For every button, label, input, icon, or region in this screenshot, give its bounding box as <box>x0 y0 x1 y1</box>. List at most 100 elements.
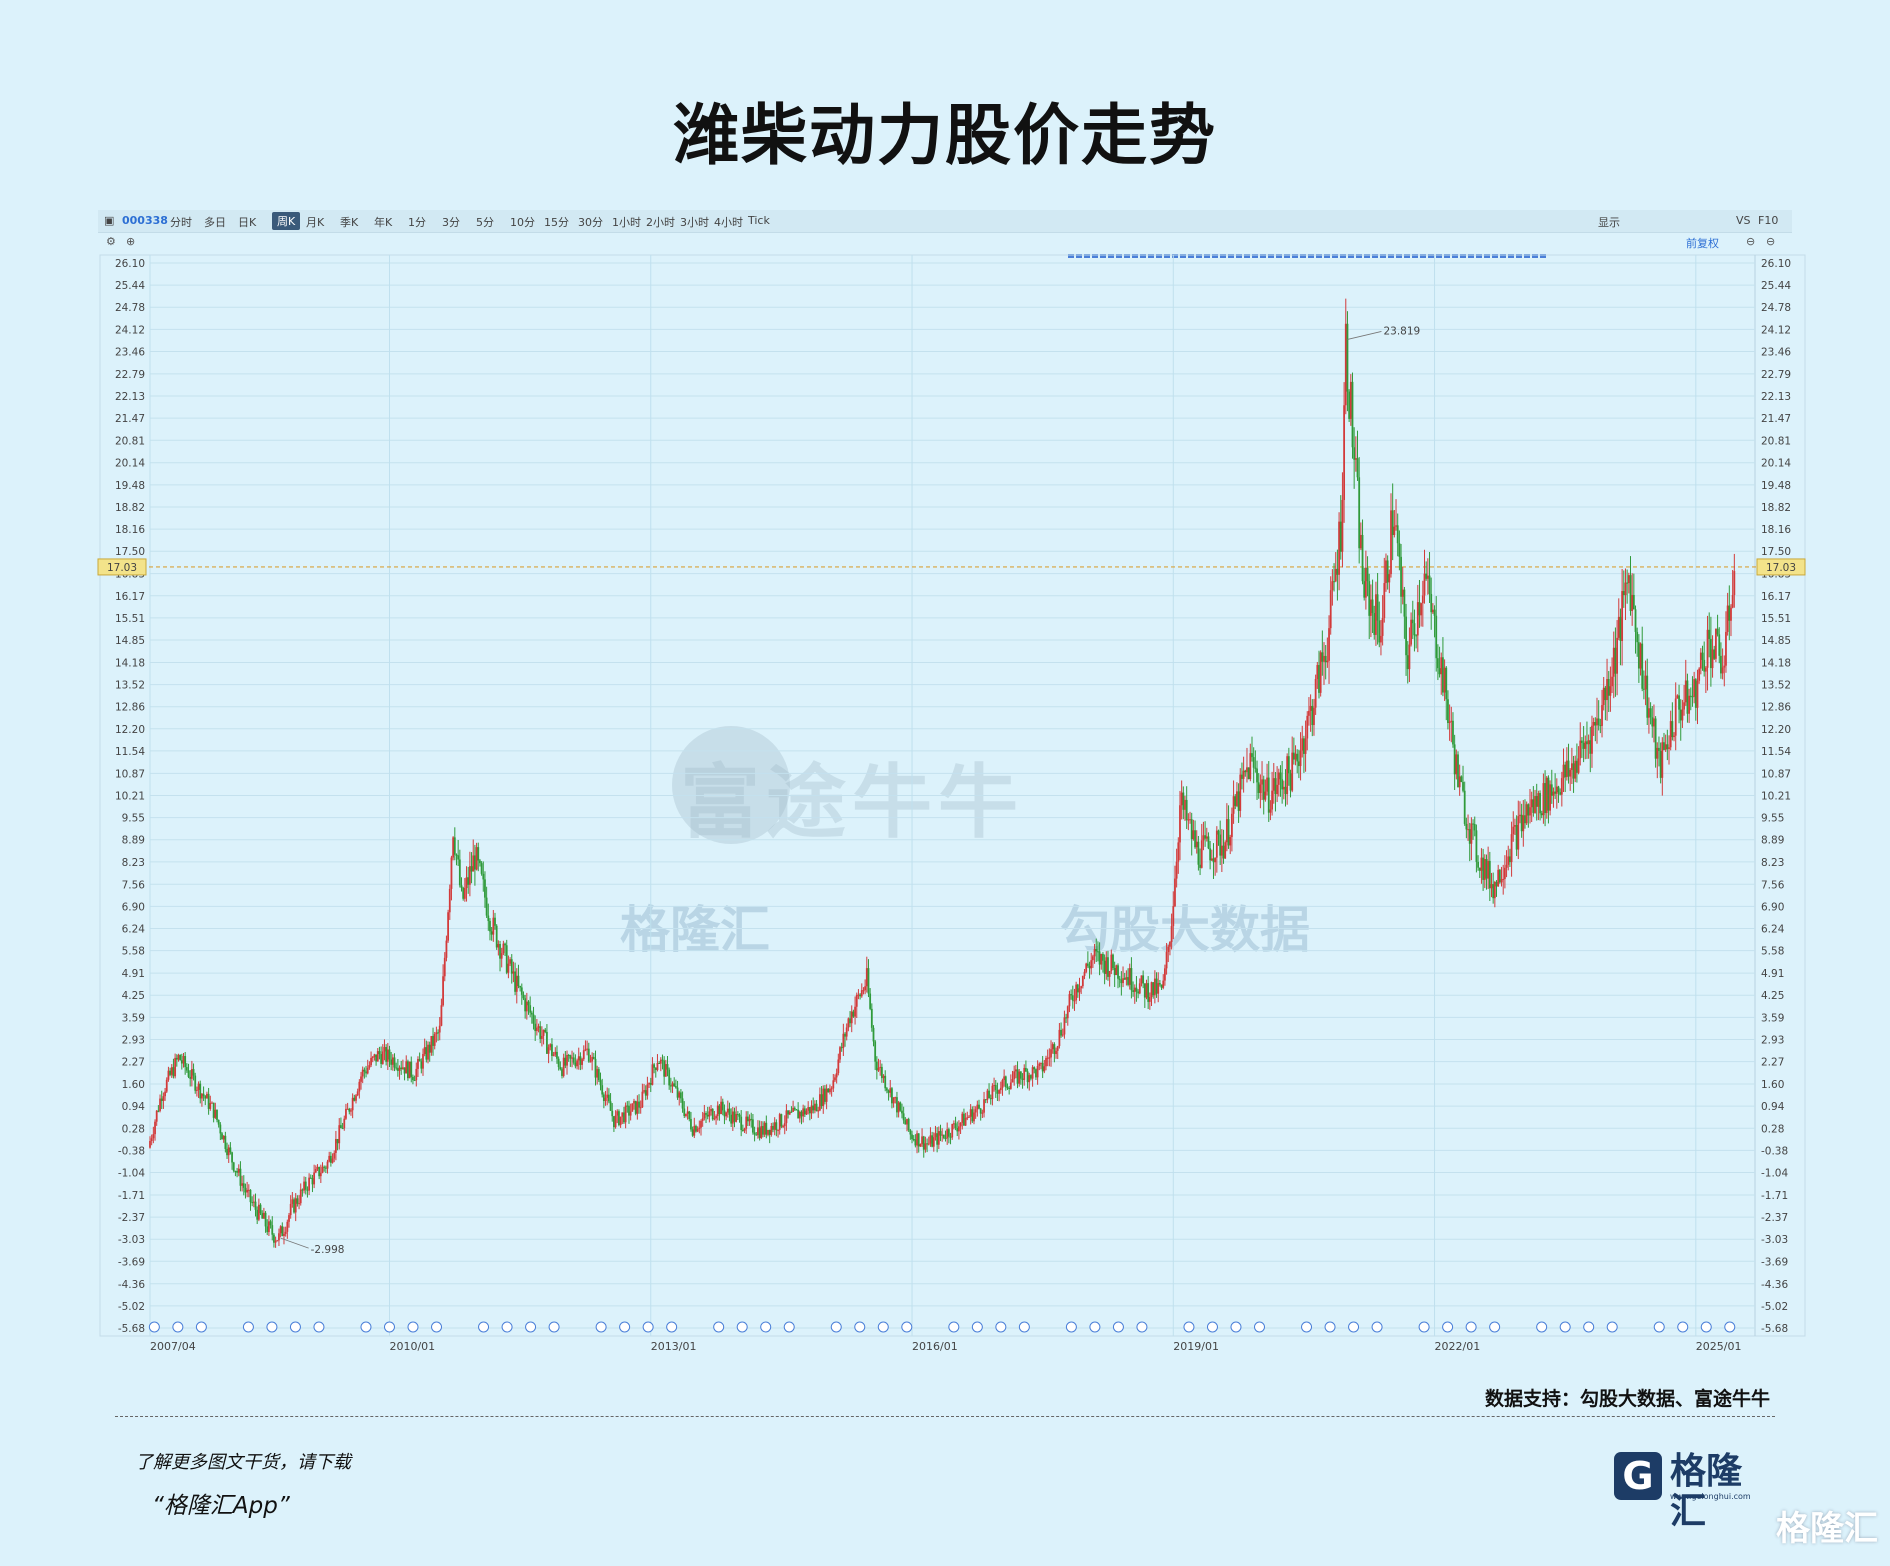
y-tick-label-right: 9.55 <box>1761 813 1784 825</box>
y-tick-label-left: 0.94 <box>122 1101 146 1113</box>
toolbar-period-3[interactable]: 周K <box>272 212 301 230</box>
toolbar-period-12[interactable]: 30分 <box>578 216 603 229</box>
candle-body <box>671 1083 674 1087</box>
candle-body <box>1041 1062 1044 1072</box>
candle-body <box>371 1056 374 1058</box>
candle-body <box>487 915 490 922</box>
gear-icon[interactable]: ⚙ <box>106 235 116 248</box>
candle-body <box>1045 1058 1047 1067</box>
candle-body <box>1718 634 1721 656</box>
candle-body <box>1385 560 1387 584</box>
toolbar-period-7[interactable]: 1分 <box>408 216 426 229</box>
candle-body <box>663 1060 666 1077</box>
candle-body <box>447 912 450 941</box>
y-tick-label-left: 25.44 <box>115 280 145 292</box>
dividend-marker-icon <box>1089 1321 1101 1333</box>
stock-code[interactable]: 000338 <box>122 214 168 227</box>
candle-body <box>854 1006 856 1017</box>
toolbar-period-10[interactable]: 10分 <box>510 216 535 229</box>
toolbar-period-14[interactable]: 2小时 <box>646 216 675 229</box>
zoom-out-icon[interactable]: ⊖ <box>1746 235 1756 248</box>
candle-body <box>236 1171 238 1173</box>
candle-body <box>1123 978 1126 980</box>
candle-body <box>262 1212 265 1219</box>
candle-body <box>857 994 860 996</box>
candle-body <box>641 1091 644 1108</box>
candle-body <box>606 1094 609 1098</box>
candle-body <box>986 1090 989 1100</box>
candle-body <box>971 1109 974 1122</box>
candle-body <box>345 1108 347 1119</box>
toolbar-right-2[interactable]: F10 <box>1758 214 1779 227</box>
candle-body <box>408 1061 411 1079</box>
toolbar-period-15[interactable]: 3小时 <box>680 216 709 229</box>
candle-body <box>1252 757 1255 768</box>
candle-body <box>770 1126 773 1135</box>
candle-body <box>1726 605 1729 632</box>
toolbar-right-1[interactable]: VS <box>1736 214 1751 227</box>
toolbar-period-11[interactable]: 15分 <box>544 216 569 229</box>
candle-body <box>897 1102 900 1113</box>
candle-body <box>453 837 456 855</box>
y-tick-label-right: 12.86 <box>1761 702 1791 714</box>
candle-body <box>736 1114 739 1116</box>
candle-body <box>788 1111 791 1115</box>
candle-body <box>1584 741 1587 749</box>
candle-body <box>914 1139 917 1146</box>
candle-body <box>1373 613 1376 635</box>
toolbar-period-13[interactable]: 1小时 <box>612 216 641 229</box>
toolbar-period-16[interactable]: 4小时 <box>714 216 743 229</box>
adjust-select[interactable]: 前复权 <box>1686 237 1719 250</box>
candle-body <box>1519 814 1521 817</box>
toolbar-period-6[interactable]: 年K <box>374 216 393 229</box>
toolbar-period-2[interactable]: 日K <box>238 216 257 229</box>
dividend-marker-icon <box>195 1321 207 1333</box>
candle-body <box>274 1240 277 1243</box>
candle-body <box>314 1168 317 1173</box>
candle-body <box>690 1119 692 1130</box>
candle-body <box>1167 946 1170 953</box>
toolbar-period-0[interactable]: 分时 <box>170 216 192 229</box>
candle-body <box>1582 742 1585 749</box>
candle-body <box>576 1060 578 1067</box>
toolbar-right-0[interactable]: 显示 <box>1598 216 1620 229</box>
candle-body <box>1353 447 1356 460</box>
candle-body <box>530 1012 533 1015</box>
candle-body <box>1616 637 1618 674</box>
dividend-marker-icon <box>360 1321 372 1333</box>
candle-body <box>700 1120 702 1128</box>
candle-body <box>1510 834 1513 863</box>
candle-body <box>378 1051 381 1055</box>
toolbar-period-5[interactable]: 季K <box>340 216 359 229</box>
toolbar-period-4[interactable]: 月K <box>306 216 325 229</box>
candle-body <box>646 1084 649 1096</box>
toolbar-period-8[interactable]: 3分 <box>442 216 460 229</box>
candle-body <box>440 1005 443 1026</box>
candle-body <box>664 1064 667 1077</box>
candle-body <box>1577 758 1580 773</box>
candle-body <box>763 1122 766 1135</box>
candle-body <box>1031 1067 1034 1079</box>
toolbar-period-9[interactable]: 5分 <box>476 216 494 229</box>
candle-body <box>390 1059 393 1065</box>
toolbar-period-17[interactable]: Tick <box>748 214 770 227</box>
candle-body <box>319 1172 322 1177</box>
candle-body <box>259 1204 262 1214</box>
candle-body <box>445 940 448 958</box>
sidebar-toggle-icon[interactable]: ▣ <box>104 214 115 227</box>
candle-body <box>1194 830 1196 848</box>
candle-body <box>872 1027 875 1042</box>
candle-body <box>1587 740 1590 745</box>
zoom-in-icon[interactable]: ⊖ <box>1766 235 1776 248</box>
candle-body <box>179 1055 182 1061</box>
candle-body <box>1117 965 1119 979</box>
dividend-marker-icon <box>407 1321 419 1333</box>
candle-body <box>1172 906 1175 927</box>
candle-body <box>1539 793 1541 814</box>
y-tick-label-right: 19.48 <box>1761 480 1791 492</box>
toolbar-period-1[interactable]: 多日 <box>204 216 226 229</box>
add-icon[interactable]: ⊕ <box>126 235 136 248</box>
candle-body <box>1251 753 1253 758</box>
candle-body <box>924 1143 927 1150</box>
